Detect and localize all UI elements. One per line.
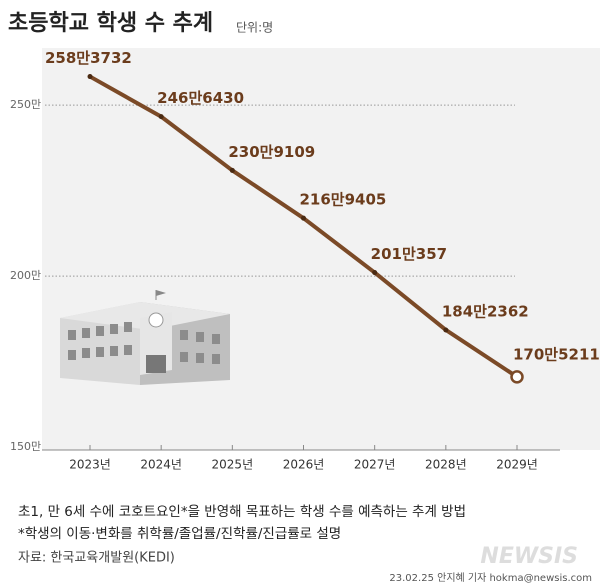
chart-title: 초등학교 학생 수 추계 bbox=[8, 11, 213, 36]
data-point bbox=[301, 215, 306, 221]
data-point bbox=[510, 370, 524, 384]
y-tick-label: 250만 bbox=[10, 98, 41, 111]
note: *학생의 이동·변화를 취학률/졸업률/진학률/진급률로 설명 bbox=[18, 526, 341, 542]
x-tick-label: 2024년 bbox=[140, 458, 182, 472]
data-point bbox=[443, 327, 449, 333]
x-tick-label: 2027년 bbox=[354, 458, 396, 472]
value-label: 201만357 bbox=[371, 245, 447, 263]
data-point bbox=[372, 270, 378, 276]
x-tick-label: 2026년 bbox=[283, 458, 325, 472]
y-tick-label: 150만 bbox=[10, 440, 41, 453]
data-point bbox=[229, 167, 235, 173]
note: 초1, 만 6세 수에 코호트요인*을 반영해 목표하는 학생 수를 예측하는 … bbox=[18, 504, 466, 520]
value-label: 230만9109 bbox=[228, 143, 315, 161]
value-label: 216만9405 bbox=[300, 191, 387, 209]
value-label: 258만3732 bbox=[45, 49, 132, 67]
credit: 23.02.25 안지혜 기자 hokma@newsis.com bbox=[389, 572, 592, 584]
x-tick-label: 2029년 bbox=[496, 458, 538, 472]
value-label: 246만6430 bbox=[157, 89, 244, 107]
unit-label: 단위:명 bbox=[236, 21, 273, 35]
logo: NEWSIS bbox=[480, 544, 578, 569]
data-point bbox=[87, 74, 93, 80]
value-label: 170만5211 bbox=[513, 345, 600, 363]
x-tick-label: 2023년 bbox=[69, 458, 111, 472]
data-point bbox=[158, 114, 164, 120]
source: 자료: 한국교육개발원(KEDI) bbox=[18, 551, 175, 566]
value-label: 184만2362 bbox=[442, 302, 529, 320]
x-tick-label: 2028년 bbox=[425, 458, 467, 472]
x-tick-label: 2025년 bbox=[212, 458, 254, 472]
plot-background bbox=[42, 48, 600, 450]
school-illustration bbox=[60, 290, 230, 385]
y-tick-label: 200만 bbox=[10, 269, 41, 282]
